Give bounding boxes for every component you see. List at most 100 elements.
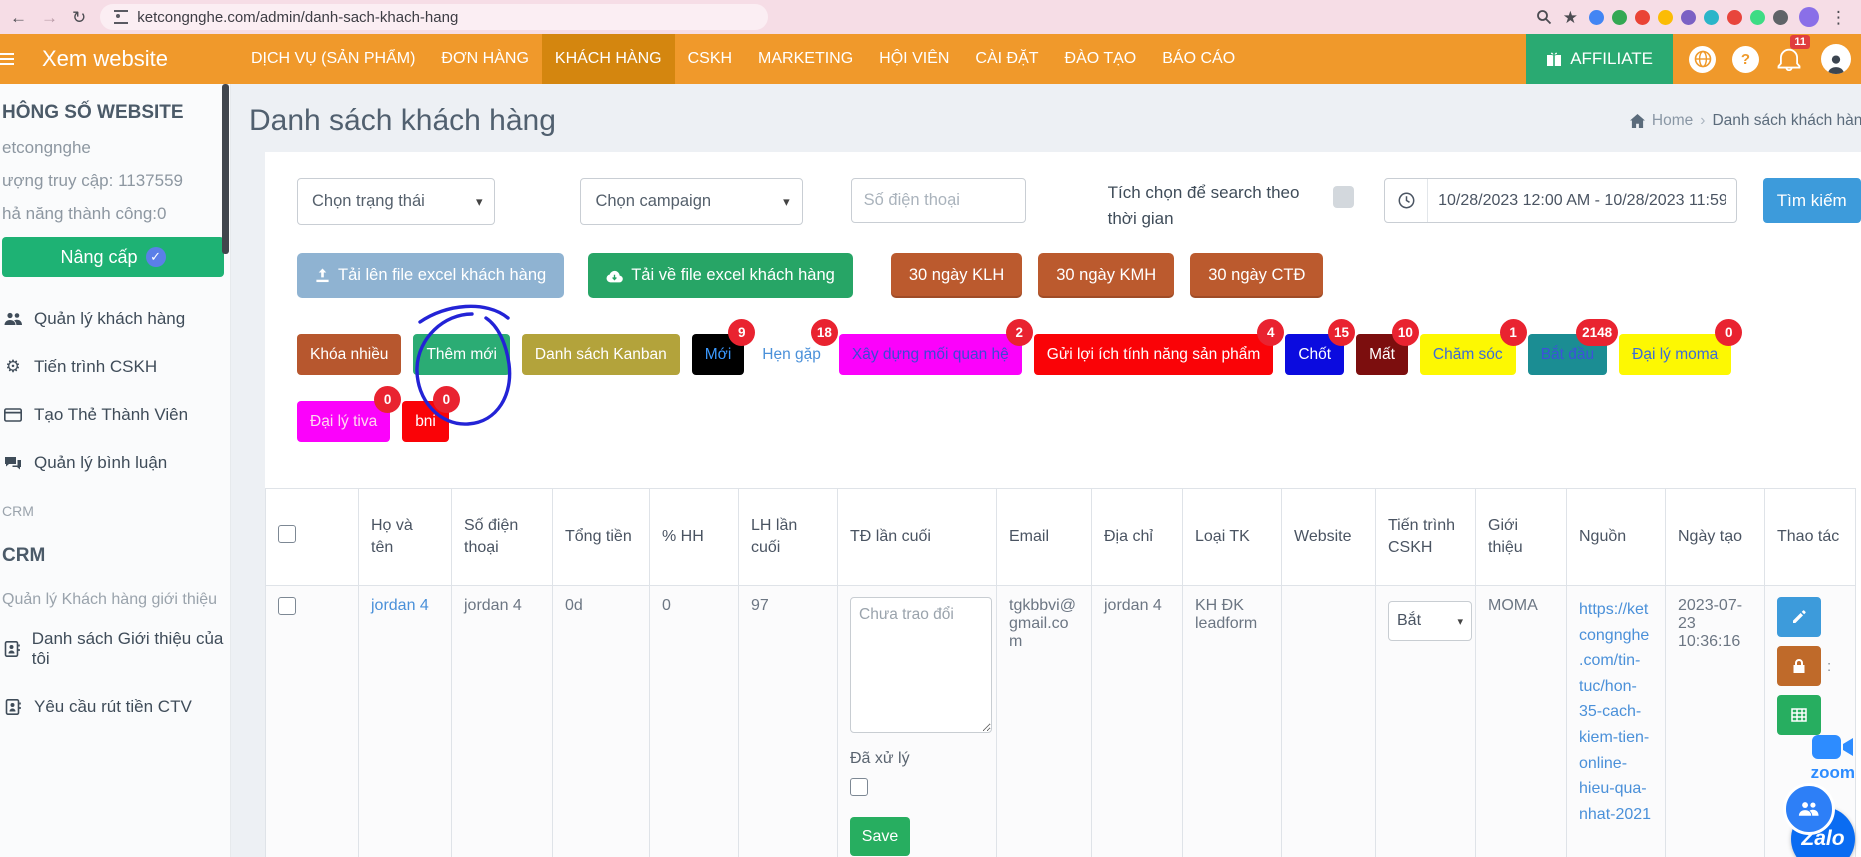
cell-cskh: Bắt ▾ [1375,585,1476,857]
upgrade-label: Nâng cấp [60,246,138,267]
select-all-checkbox[interactable] [278,524,296,543]
exchange-textarea[interactable] [850,597,992,733]
browser-extension-icon[interactable] [1635,9,1650,25]
browser-refresh-icon[interactable]: ↻ [72,7,87,27]
edit-button[interactable] [1777,597,1821,637]
user-avatar[interactable] [1821,44,1851,74]
browser-right-icons: ★ ⋮ [1536,7,1847,27]
help-icon[interactable]: ? [1732,45,1759,73]
status-button-bni[interactable]: bni 0 [402,386,460,442]
nav-item-marketing[interactable]: MARKETING [758,50,854,67]
search-button[interactable]: Tìm kiếm [1762,178,1861,223]
upload-excel-button[interactable]: Tải lên file excel khách hàng [297,253,565,298]
cloud-download-icon [606,270,623,282]
browser-menu-icon[interactable]: ⋮ [1830,7,1847,27]
globe-icon[interactable] [1689,45,1716,73]
status-select[interactable]: Chọn trạng thái ▾ [297,178,496,225]
status-button-dai-ly-moma[interactable]: Đại lý moma 0 [1619,319,1743,375]
days-kmh-button[interactable]: 30 ngày KMH [1038,253,1175,298]
sidebar-item-label: Quản lý khách hàng [34,309,186,328]
nav-item-hoi-vien[interactable]: HỘI VIÊN [879,50,950,67]
campaign-select[interactable]: Chọn campaign ▾ [580,178,803,225]
browser-forward-icon[interactable]: → [41,7,58,27]
zoom-widget[interactable]: zoom [1811,732,1855,783]
nav-item-khach-hang[interactable]: KHÁCH HÀNG [541,34,675,84]
sidebar-item-tien-trinh-cskh[interactable]: ⚙ Tiến trình CSKH [2,343,224,391]
time-search-checkbox[interactable] [1333,186,1355,208]
zalo-widget[interactable]: Zalo [1783,783,1857,857]
download-excel-button[interactable]: Tải về file excel khách hàng [588,253,853,298]
phone-input[interactable] [850,178,1026,223]
sidebar-item-quan-ly-binh-luan[interactable]: Quản lý bình luận [2,439,224,487]
header-select [265,488,359,586]
filter-row: Chọn trạng thái ▾ Chọn campaign ▾ Tích c… [297,178,1861,231]
browser-extension-icon[interactable] [1612,9,1627,25]
url-text[interactable]: ketcongnghe.com/admin/danh-sach-khach-ha… [137,8,459,26]
bookmark-star-icon[interactable]: ★ [1562,7,1578,27]
status-button-chot[interactable]: Chốt 15 [1285,319,1356,375]
nav-item-don-hang[interactable]: ĐƠN HÀNG [441,50,529,67]
status-button-hen-gap[interactable]: Hẹn gặp 18 [756,319,838,375]
breadcrumb-current: Danh sách khách hàng [1712,112,1861,129]
source-link[interactable]: https://ketcongnghe.com/tin-tuc/hon-35-c… [1579,601,1652,823]
row-checkbox[interactable] [278,597,296,615]
nav-item-dao-tao[interactable]: ĐÀO TẠO [1064,50,1137,67]
header-created: Ngày tạo [1665,488,1765,586]
notifications-bell[interactable]: 11 [1777,35,1810,71]
days-klh-button[interactable]: 30 ngày KLH [890,253,1023,298]
nav-item-bao-cao[interactable]: BÁO CÁO [1162,50,1236,67]
browser-extension-icon[interactable] [1589,9,1604,25]
export-row-button[interactable] [1777,695,1821,735]
affiliate-button[interactable]: AFFILIATE [1526,34,1673,84]
browser-extension-icon[interactable] [1773,9,1788,25]
status-button-dai-ly-tiva[interactable]: Đại lý tiva 0 [297,386,402,442]
hamburger-icon[interactable] [0,34,14,84]
browser-extension-icon[interactable] [1704,9,1719,25]
time-search-label: Tích chọn để search theo thời gian [1107,183,1300,228]
save-button[interactable]: Save [850,817,910,856]
browser-extension-icon[interactable] [1658,9,1673,25]
status-button-bat-dau[interactable]: Bắt đầu 2148 [1527,319,1619,375]
sidebar: HÔNG SỐ WEBSITE etcongnghe ượng truy cập… [0,84,231,857]
view-website-link[interactable]: Xem website [42,46,168,71]
status-badge: 15 [1328,319,1356,346]
browser-back-icon[interactable]: ← [10,7,27,27]
sidebar-item-yeu-cau-rut-tien-ctv[interactable]: Yêu cầu rút tiền CTV [2,683,224,731]
nav-item-dich-vu[interactable]: DỊCH VỤ (SẢN PHẨM) [250,50,416,67]
sidebar-item-tao-the-thanh-vien[interactable]: Tạo Thẻ Thành Viên [2,391,224,439]
processed-checkbox[interactable] [850,778,868,796]
upgrade-button[interactable]: Nâng cấp ✓ [2,237,224,277]
sidebar-scrollbar[interactable] [222,84,229,254]
site-settings-icon[interactable] [114,10,129,24]
browser-extension-icon[interactable] [1727,9,1742,25]
sidebar-item-danh-sach-gioi-thieu[interactable]: Danh sách Giới thiệu của tôi [2,615,224,683]
browser-extension-icon[interactable] [1681,9,1696,25]
sidebar-item-quan-ly-khach-hang[interactable]: Quản lý khách hàng [2,295,224,343]
status-button-xay-dung-moi-quan-he[interactable]: Xây dựng mối quan hệ 2 [838,319,1033,375]
search-icon[interactable] [1536,9,1552,25]
breadcrumb-home[interactable]: Home [1651,112,1694,129]
status-button-label: Chốt [1298,345,1332,363]
status-button-gui-loi-ich[interactable]: Gửi lợi ích tính năng sản phẩm 4 [1033,319,1285,375]
status-button-khoa-nhieu[interactable]: Khóa nhiều [297,334,402,375]
download-excel-label: Tải về file excel khách hàng [631,266,835,284]
status-button-them-moi[interactable]: Thêm mới [413,334,510,375]
excel-actions-row: Tải lên file excel khách hàng Tải về fil… [297,253,1861,298]
zoom-camera-icon [1811,735,1853,759]
address-bar[interactable]: ketcongnghe.com/admin/danh-sach-khach-ha… [100,4,769,30]
date-range-input[interactable] [1428,191,1736,210]
status-button-mat[interactable]: Mất 10 [1356,319,1419,375]
lock-button[interactable] [1777,646,1821,686]
customer-name-link[interactable]: jordan 4 [371,597,429,614]
nav-item-cskh[interactable]: CSKH [687,50,733,67]
status-button-kanban[interactable]: Danh sách Kanban [521,334,680,375]
browser-extension-icon[interactable] [1750,9,1765,25]
support-people-icon[interactable] [1783,783,1835,835]
status-button-cham-soc[interactable]: Chăm sóc 1 [1419,319,1527,375]
nav-item-cai-dat[interactable]: CÀI ĐẶT [975,50,1039,67]
browser-profile-avatar[interactable] [1799,7,1819,27]
days-ctd-button[interactable]: 30 ngày CTĐ [1190,253,1324,298]
status-button-moi[interactable]: Mới 9 [691,319,756,375]
header-referral: Giới thiệu [1475,488,1567,586]
cskh-select[interactable]: Bắt ▾ [1388,601,1472,641]
